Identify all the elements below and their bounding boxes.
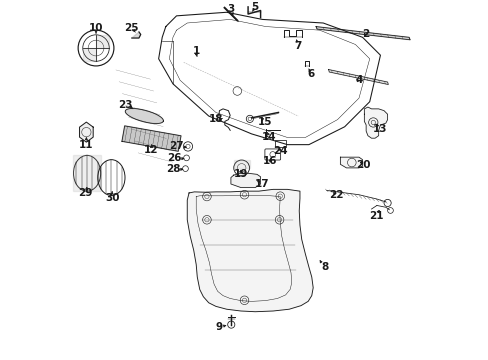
Text: 2: 2 bbox=[362, 30, 369, 40]
Polygon shape bbox=[230, 173, 260, 188]
Text: 22: 22 bbox=[329, 190, 344, 201]
Text: 27: 27 bbox=[169, 141, 183, 152]
Text: 23: 23 bbox=[118, 100, 133, 110]
Text: 18: 18 bbox=[208, 113, 223, 123]
Polygon shape bbox=[233, 160, 249, 168]
Text: 6: 6 bbox=[306, 69, 314, 79]
Text: 21: 21 bbox=[368, 211, 383, 221]
Text: 5: 5 bbox=[251, 2, 258, 12]
Polygon shape bbox=[315, 27, 409, 40]
Text: 26: 26 bbox=[167, 153, 182, 163]
Text: 14: 14 bbox=[261, 132, 276, 143]
Text: 13: 13 bbox=[372, 124, 386, 134]
Text: 20: 20 bbox=[355, 160, 370, 170]
Text: 9: 9 bbox=[216, 322, 223, 332]
Polygon shape bbox=[80, 122, 93, 142]
Bar bbox=[274, 140, 285, 147]
Text: 30: 30 bbox=[104, 193, 119, 203]
Text: 8: 8 bbox=[321, 262, 328, 272]
Text: 11: 11 bbox=[79, 140, 93, 150]
Text: 29: 29 bbox=[78, 188, 92, 198]
Text: 24: 24 bbox=[272, 146, 287, 156]
Polygon shape bbox=[364, 107, 387, 138]
Text: 12: 12 bbox=[144, 145, 159, 155]
Text: 3: 3 bbox=[227, 4, 234, 14]
Text: 16: 16 bbox=[263, 157, 277, 166]
Text: 4: 4 bbox=[355, 75, 362, 85]
Polygon shape bbox=[340, 157, 362, 168]
Polygon shape bbox=[328, 69, 387, 85]
Text: 1: 1 bbox=[192, 46, 200, 56]
Polygon shape bbox=[125, 108, 163, 123]
Text: 25: 25 bbox=[124, 23, 139, 33]
Polygon shape bbox=[187, 189, 312, 312]
Text: 28: 28 bbox=[166, 163, 181, 174]
Text: 7: 7 bbox=[294, 41, 301, 51]
Text: 15: 15 bbox=[258, 117, 272, 127]
Polygon shape bbox=[73, 156, 101, 191]
Polygon shape bbox=[132, 32, 141, 38]
Text: 10: 10 bbox=[89, 23, 103, 33]
Text: 19: 19 bbox=[233, 169, 247, 179]
Polygon shape bbox=[122, 126, 181, 151]
Text: 17: 17 bbox=[254, 179, 268, 189]
